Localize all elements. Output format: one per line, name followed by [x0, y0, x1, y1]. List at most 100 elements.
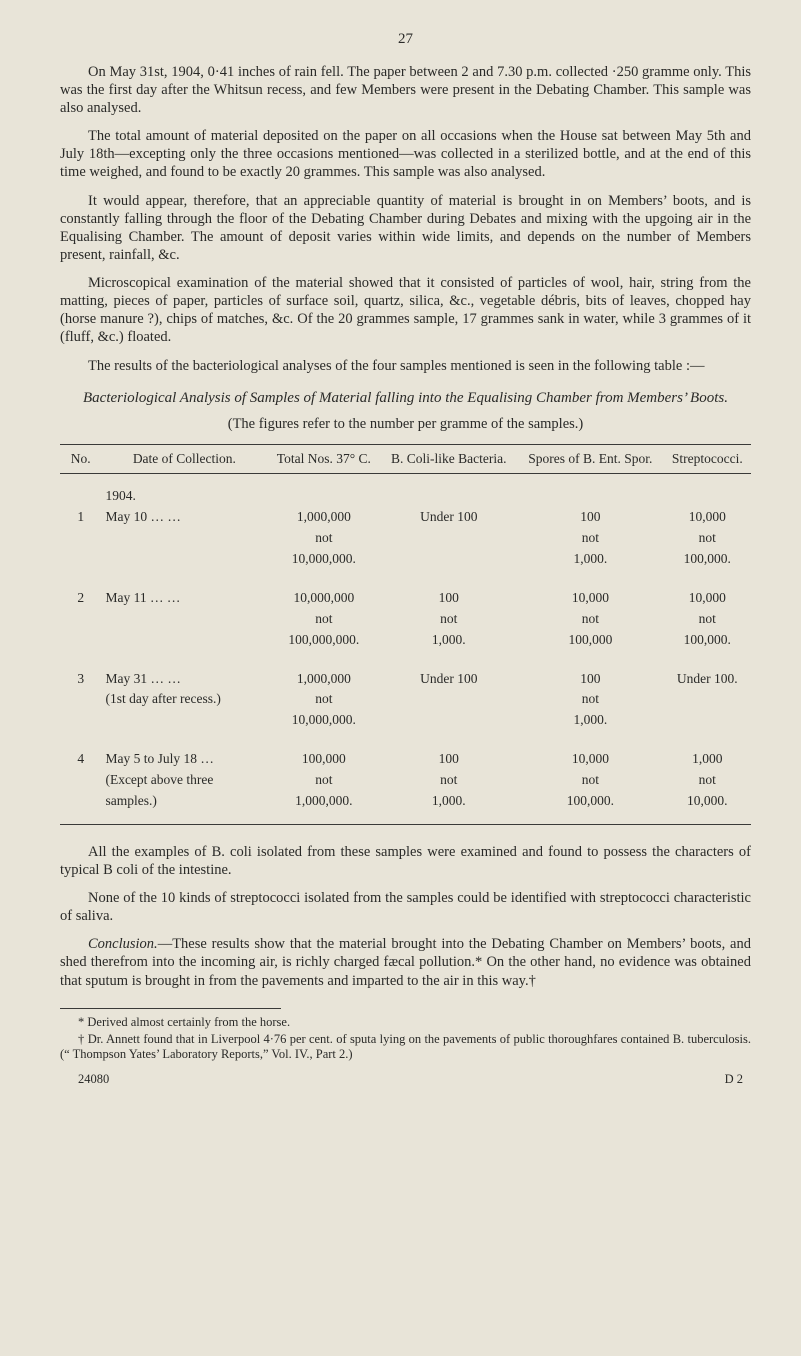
- table-cell: 3: [60, 657, 101, 690]
- paragraph: The total amount of material deposited o…: [60, 127, 751, 181]
- footer-left: 24080: [78, 1072, 109, 1088]
- table-cell: not: [267, 770, 380, 791]
- table-cell: not: [517, 528, 663, 549]
- table-row: notnotnot: [60, 528, 751, 549]
- table-cell: [60, 689, 101, 710]
- table-cell: [101, 710, 267, 737]
- table-cell: [517, 474, 663, 507]
- table-cell: 100,000.: [517, 791, 663, 824]
- table-cell: not: [517, 770, 663, 791]
- paragraph: All the examples of B. coli isolated fro…: [60, 843, 751, 879]
- section-heading-italic: Bacteriological Analysis of Samples of M…: [60, 389, 751, 408]
- table-cell: [60, 770, 101, 791]
- col-header: Date of Collection.: [101, 444, 267, 474]
- table-cell: [380, 710, 517, 737]
- table-cell: 100: [380, 576, 517, 609]
- table-cell: [60, 609, 101, 630]
- paragraph: On May 31st, 1904, 0·41 inches of rain f…: [60, 63, 751, 117]
- table-cell: 1,000.: [517, 710, 663, 737]
- paragraph: It would appear, therefore, that an appr…: [60, 192, 751, 265]
- table-cell: not: [380, 770, 517, 791]
- table-cell: 1,000,000: [267, 657, 380, 690]
- table-row: 100,000,000.1,000.100,000100,000.: [60, 630, 751, 657]
- table-cell: [101, 549, 267, 576]
- table-cell: 10,000: [664, 576, 751, 609]
- footnote: † Dr. Annett found that in Liverpool 4·7…: [60, 1032, 751, 1062]
- table-cell: 1,000.: [380, 630, 517, 657]
- table-row: 10,000,000. 1,000.100,000.: [60, 549, 751, 576]
- table-cell: 2: [60, 576, 101, 609]
- table-cell: 1,000: [664, 737, 751, 770]
- col-header: Spores of B. Ent. Spor.: [517, 444, 663, 474]
- table-cell: 1,000.: [517, 549, 663, 576]
- table-row: 1May 10 … …1,000,000Under 10010010,000: [60, 507, 751, 528]
- table-cell: 10,000,000.: [267, 549, 380, 576]
- table-cell: 10,000: [664, 507, 751, 528]
- col-header: B. Coli-like Bacteria.: [380, 444, 517, 474]
- analysis-table: No. Date of Collection. Total Nos. 37° C…: [60, 444, 751, 825]
- table-note: (The figures refer to the number per gra…: [60, 415, 751, 433]
- table-cell: not: [380, 609, 517, 630]
- table-cell: 100: [380, 737, 517, 770]
- table-cell: 10,000.: [664, 791, 751, 824]
- table-cell: 100,000: [517, 630, 663, 657]
- table-cell: not: [664, 609, 751, 630]
- paragraph: The results of the bacteriological analy…: [60, 357, 751, 375]
- table-row: 2May 11 … …10,000,00010010,00010,000: [60, 576, 751, 609]
- table-cell: 1,000,000: [267, 507, 380, 528]
- table-row: (1st day after recess.)notnot: [60, 689, 751, 710]
- table-cell: [380, 689, 517, 710]
- table-cell: [380, 474, 517, 507]
- table-cell: (Except above three: [101, 770, 267, 791]
- table-cell: [101, 528, 267, 549]
- table-cell: not: [267, 528, 380, 549]
- table-cell: [60, 630, 101, 657]
- paragraph: None of the 10 kinds of streptococci iso…: [60, 889, 751, 925]
- table-row: 10,000,000. 1,000.: [60, 710, 751, 737]
- table-cell: not: [517, 609, 663, 630]
- table-row: 4May 5 to July 18 …100,00010010,0001,000: [60, 737, 751, 770]
- table-cell: [267, 474, 380, 507]
- page-footer: 24080 D 2: [60, 1072, 751, 1088]
- table-cell: Under 100: [380, 507, 517, 528]
- table-cell: [60, 549, 101, 576]
- col-header: No.: [60, 444, 101, 474]
- table-row: notnotnotnot: [60, 609, 751, 630]
- table-row: samples.)1,000,000.1,000.100,000.10,000.: [60, 791, 751, 824]
- table-cell: 100,000,000.: [267, 630, 380, 657]
- footnote: * Derived almost certainly from the hors…: [60, 1015, 751, 1030]
- table-cell: 4: [60, 737, 101, 770]
- table-cell: [664, 474, 751, 507]
- paragraph: Microscopical examination of the materia…: [60, 274, 751, 347]
- table-cell: Under 100: [380, 657, 517, 690]
- table-cell: Under 100.: [664, 657, 751, 690]
- table-cell: May 10 … …: [101, 507, 267, 528]
- conclusion-lead: Conclusion.: [88, 936, 158, 952]
- col-header: Total Nos. 37° C.: [267, 444, 380, 474]
- table-row: 1904.: [60, 474, 751, 507]
- table-cell: 100,000: [267, 737, 380, 770]
- table-cell: 10,000: [517, 576, 663, 609]
- table-cell: [60, 528, 101, 549]
- table-cell: [60, 710, 101, 737]
- table-cell: 100: [517, 657, 663, 690]
- table-header-row: No. Date of Collection. Total Nos. 37° C…: [60, 444, 751, 474]
- table-cell: 100,000.: [664, 549, 751, 576]
- table-cell: [380, 549, 517, 576]
- table-cell: 1: [60, 507, 101, 528]
- footnote-rule: [60, 1008, 281, 1009]
- paragraph: Conclusion.—These results show that the …: [60, 935, 751, 989]
- table-cell: 1,000,000.: [267, 791, 380, 824]
- table-cell: [60, 791, 101, 824]
- page: 27 On May 31st, 1904, 0·41 inches of rai…: [0, 0, 801, 1127]
- table-cell: 10,000,000.: [267, 710, 380, 737]
- table-cell: not: [267, 609, 380, 630]
- table-row: 3May 31 … …1,000,000Under 100100Under 10…: [60, 657, 751, 690]
- table-cell: (1st day after recess.): [101, 689, 267, 710]
- table-cell: 1,000.: [380, 791, 517, 824]
- table-cell: not: [664, 770, 751, 791]
- table-cell: [664, 710, 751, 737]
- table-cell: 10,000: [517, 737, 663, 770]
- table-cell: May 31 … …: [101, 657, 267, 690]
- table-cell: 100,000.: [664, 630, 751, 657]
